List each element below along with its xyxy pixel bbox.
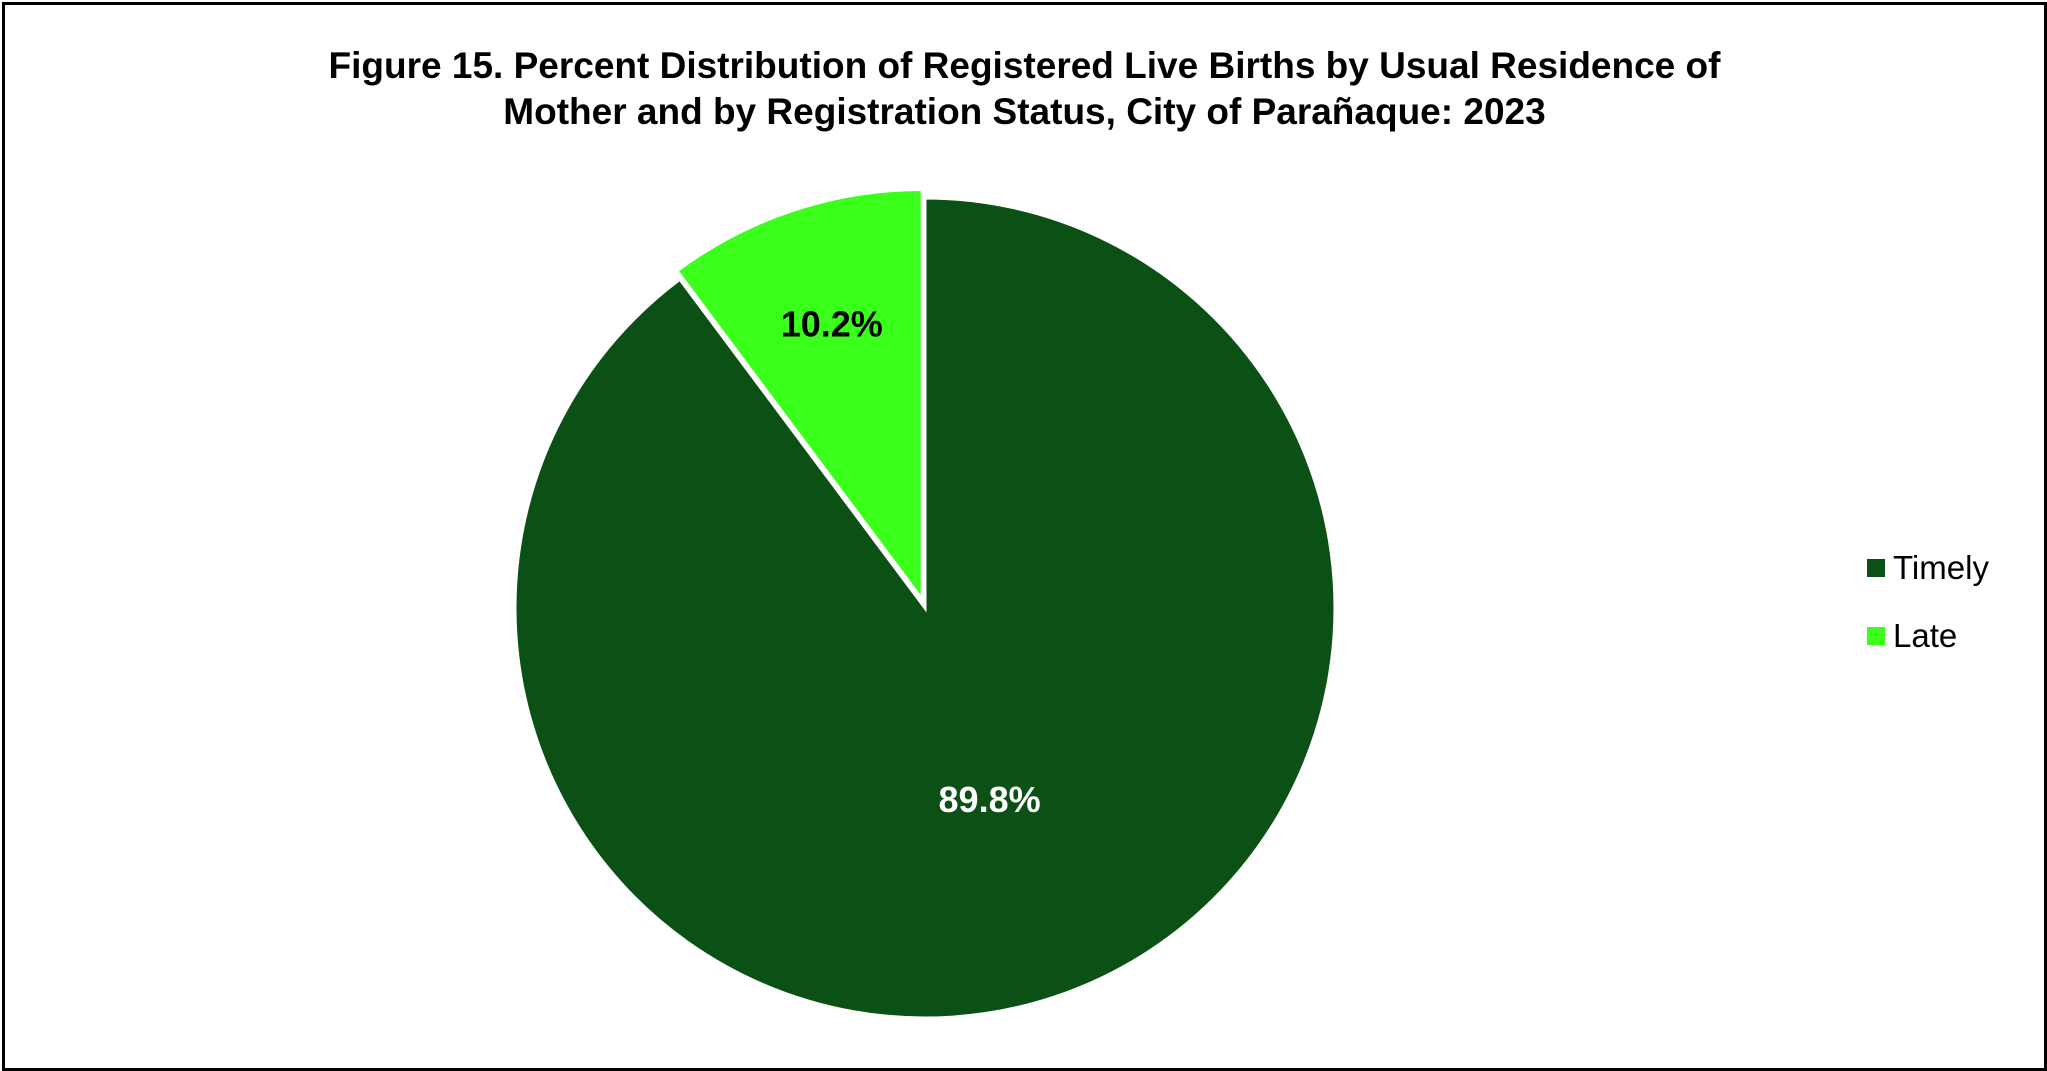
chart-title: Figure 15. Percent Distribution of Regis… xyxy=(5,43,2044,135)
legend-item-timely: Timely xyxy=(1867,549,1989,587)
data-label-timely: 89.8% xyxy=(939,779,1041,820)
legend-swatch-late xyxy=(1867,627,1885,645)
pie-chart: 89.8% 10.2% xyxy=(513,187,1337,1020)
legend-swatch-timely xyxy=(1867,559,1885,577)
chart-title-line-1: Figure 15. Percent Distribution of Regis… xyxy=(328,45,1721,86)
pie-slice-late xyxy=(674,187,924,604)
chart-title-line-2: Mother and by Registration Status, City … xyxy=(503,91,1546,132)
pie-slices xyxy=(513,187,1337,1020)
chart-legend: Timely Late xyxy=(1867,549,1989,685)
legend-item-late: Late xyxy=(1867,617,1989,655)
legend-label-late: Late xyxy=(1893,617,1958,654)
legend-label-timely: Timely xyxy=(1893,549,1989,586)
pie-slice-timely xyxy=(513,196,1337,1020)
data-label-late: 10.2% xyxy=(781,304,883,345)
pie-data-labels: 89.8% 10.2% xyxy=(781,304,1041,820)
